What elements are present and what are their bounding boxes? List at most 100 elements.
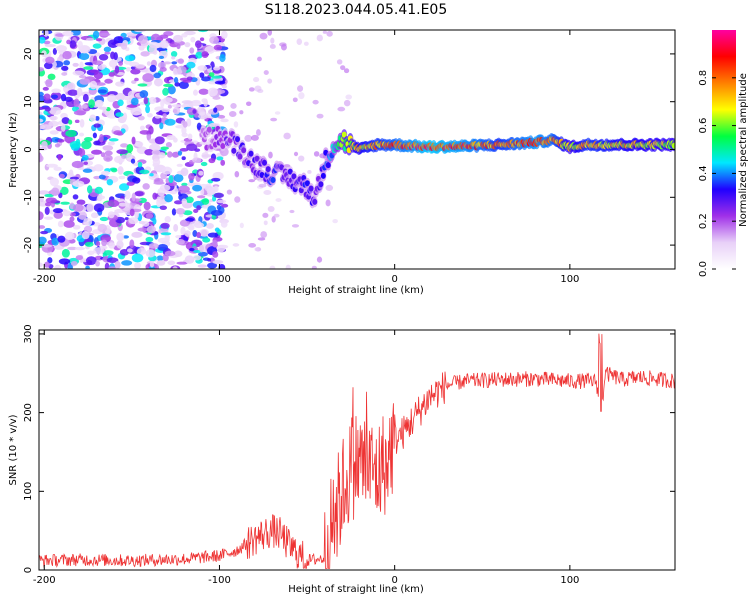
noise-blob	[65, 129, 77, 138]
ridge-core	[261, 159, 267, 166]
noise-blob	[198, 170, 204, 176]
noise-blob	[95, 115, 100, 121]
noise-blob	[41, 244, 53, 248]
noise-blob	[199, 72, 205, 78]
noise-blob	[134, 191, 144, 197]
noise-blob	[208, 72, 215, 77]
noise-blob	[122, 235, 129, 239]
noise-blob	[214, 80, 226, 85]
colorbar-tick-label: 0.2	[698, 213, 709, 229]
noise-blob	[64, 96, 73, 102]
noise-blob	[173, 250, 183, 258]
noise-blob	[131, 80, 137, 84]
noise-blob	[263, 220, 268, 226]
noise-blob	[90, 212, 99, 219]
noise-blob	[189, 47, 195, 54]
snr-series-line	[39, 333, 675, 570]
noise-blob	[101, 170, 111, 176]
noise-blob	[48, 120, 59, 127]
noise-blob	[148, 96, 157, 104]
noise-blob	[139, 90, 149, 98]
noise-blob	[270, 117, 278, 122]
noise-blob	[59, 186, 69, 196]
noise-blob	[47, 257, 53, 264]
noise-blob	[93, 203, 105, 213]
noise-blob	[198, 88, 209, 95]
noise-blob	[114, 260, 121, 269]
noise-blob	[216, 199, 227, 204]
noise-blob	[145, 249, 156, 258]
noise-blob	[153, 78, 163, 87]
noise-blob	[144, 149, 154, 156]
noise-blob	[45, 78, 53, 88]
noise-blob	[89, 114, 97, 122]
noise-blob	[192, 109, 197, 114]
noise-blob	[139, 125, 145, 131]
noise-blob	[116, 71, 125, 76]
noise-blob	[173, 223, 179, 232]
noise-blob	[189, 247, 195, 252]
spectrogram-x-label: Height of straight line (km)	[288, 285, 424, 296]
noise-blob	[83, 218, 93, 226]
noise-blob	[196, 122, 202, 131]
noise-blob	[78, 52, 90, 61]
noise-blob	[191, 101, 202, 107]
noise-blob	[63, 60, 71, 66]
noise-blob	[188, 173, 195, 181]
noise-blob	[175, 207, 186, 215]
noise-blob	[345, 94, 353, 100]
noise-blob	[116, 149, 128, 155]
noise-blob	[230, 102, 237, 109]
noise-blob	[326, 30, 333, 37]
y-tick-label: 10	[23, 95, 34, 108]
noise-blob	[208, 157, 216, 164]
noise-blob	[214, 227, 220, 233]
noise-blob	[51, 94, 59, 99]
noise-blob	[212, 96, 221, 100]
noise-blob	[148, 44, 158, 54]
noise-blob	[194, 40, 202, 49]
noise-blob	[316, 113, 324, 119]
noise-blob	[216, 204, 222, 211]
noise-blob	[39, 118, 44, 123]
noise-blob	[115, 81, 125, 87]
noise-blob	[81, 140, 92, 150]
noise-blob	[102, 250, 114, 256]
noise-blob	[72, 224, 81, 230]
snr-frame	[38, 329, 676, 571]
noise-blob	[239, 222, 244, 229]
noise-blob	[142, 73, 154, 83]
noise-blob	[67, 246, 78, 251]
noise-blob	[244, 134, 253, 142]
noise-blob	[84, 241, 94, 247]
noise-blob	[170, 50, 178, 58]
noise-blob	[159, 66, 167, 72]
noise-blob	[201, 154, 213, 158]
noise-blob	[143, 201, 151, 211]
noise-blob	[172, 34, 184, 43]
noise-blob	[52, 208, 63, 214]
noise-blob	[129, 208, 135, 217]
noise-blob	[158, 55, 165, 60]
noise-blob	[98, 106, 108, 110]
noise-blob	[53, 166, 62, 171]
noise-blob	[180, 167, 189, 177]
x-tick-label: -100	[208, 575, 231, 586]
noise-blob	[197, 251, 208, 257]
noise-blob	[152, 192, 158, 200]
noise-blob	[212, 239, 218, 248]
noise-blob	[293, 151, 299, 157]
noise-blob	[164, 194, 173, 203]
noise-blob	[86, 37, 95, 42]
noise-blob	[45, 43, 56, 48]
noise-blob	[44, 206, 50, 215]
ridge-core	[241, 147, 247, 154]
noise-blob	[192, 157, 202, 163]
noise-blob	[212, 259, 224, 265]
noise-blob	[181, 198, 188, 205]
noise-blob	[69, 141, 81, 149]
noise-blob	[180, 226, 186, 236]
noise-blob	[104, 51, 111, 55]
noise-blob	[131, 192, 136, 202]
ridge-core	[220, 142, 226, 149]
